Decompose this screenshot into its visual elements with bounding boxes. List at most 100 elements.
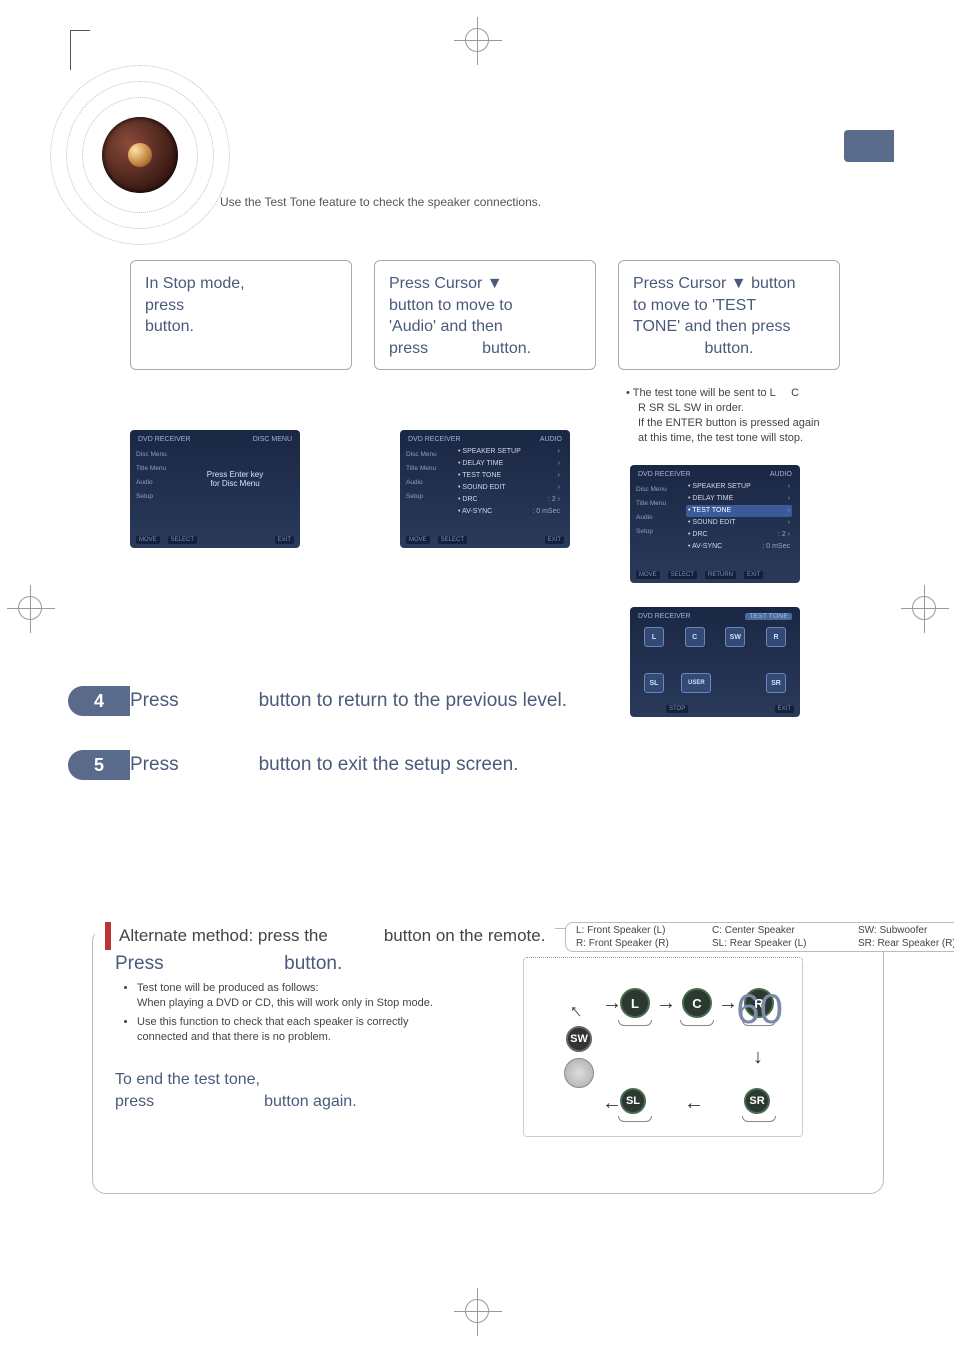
diagram-C: C	[682, 988, 712, 1018]
test-tone-note: • The test tone will be sent to L C R SR…	[626, 386, 872, 445]
osd1-side-0: Disc Menu	[136, 448, 178, 462]
diagram-SL: SL	[620, 1088, 646, 1114]
test-tone-bullets: Test tone will be produced as follows: Wh…	[123, 981, 443, 1048]
osd2-f0: MOVE	[406, 536, 430, 544]
osd1-f1: SELECT	[168, 536, 197, 544]
legend-c: C: Center Speaker	[712, 925, 852, 936]
osd3-f3: EXIT	[744, 571, 763, 579]
osd1-side-2: Audio	[136, 476, 178, 490]
osd1-side-3: Setup	[136, 490, 178, 504]
osd-audio-menu: DVD RECEIVER AUDIO Disc Menu Title Menu A…	[400, 430, 570, 548]
press-test-tone: Press button.	[115, 953, 342, 975]
spk-sr-icon: SR	[766, 673, 786, 693]
osd2-side-3: Setup	[406, 490, 448, 504]
osd2-f2: EXIT	[545, 536, 564, 544]
osd1-msg2: for Disc Menu	[190, 479, 280, 488]
diagram-L: L	[620, 988, 650, 1018]
osd3-side-0: Disc Menu	[636, 483, 678, 497]
osd4-title-r: TEST TONE	[745, 613, 792, 620]
step2-line3: 'Audio' and then	[389, 316, 581, 338]
osd3-f2: RETURN	[705, 571, 736, 579]
osd3-f0: MOVE	[636, 571, 660, 579]
osd1-title-r: DISC MENU	[253, 436, 292, 443]
osd3-f1: SELECT	[668, 571, 697, 579]
osd-audio-menu-highlighted: DVD RECEIVER AUDIO Disc Menu Title Menu A…	[630, 465, 800, 583]
osd2-title-l: DVD RECEIVER	[408, 436, 461, 443]
legend-sr: SR: Rear Speaker (R)	[858, 938, 954, 949]
legend-sw: SW: Subwoofer	[858, 925, 954, 936]
alt-accent-bar	[105, 922, 111, 950]
intro-text: Use the Test Tone feature to check the s…	[220, 195, 541, 209]
line5-a: Press	[130, 754, 179, 775]
step2-line2: button to move to	[389, 295, 581, 317]
osd2-side-2: Audio	[406, 476, 448, 490]
step-4-number: 4	[68, 686, 130, 716]
osd3-side-3: Setup	[636, 525, 678, 539]
legend-l: L: Front Speaker (L)	[576, 925, 706, 936]
step3-line3: TONE' and then press	[633, 316, 825, 338]
osd-test-tone: DVD RECEIVERTEST TONE L C SW R SL USER S…	[630, 607, 800, 717]
step2-line1: Press Cursor	[389, 275, 487, 292]
end-test-tone: To end the test tone, pressbutton again.	[115, 1069, 357, 1114]
alternate-method-panel: Alternate method: press the button on the…	[92, 928, 884, 1194]
line5-b: button to exit the setup screen.	[259, 754, 519, 775]
speaker-legend: L: Front Speaker (L) C: Center Speaker S…	[565, 922, 954, 952]
osd1-f0: MOVE	[136, 536, 160, 544]
section-tab	[844, 130, 894, 162]
step1-line2: press	[145, 295, 337, 317]
cursor-down-icon: ▼	[487, 273, 503, 295]
bullet-2: Use this function to check that each spe…	[137, 1015, 443, 1045]
osd4-title-l: DVD RECEIVER	[638, 613, 691, 620]
osd3-side-2: Audio	[636, 511, 678, 525]
note-l4: at this time, the test tone will stop.	[626, 431, 872, 446]
step2-line4b: button.	[482, 340, 531, 357]
cursor-down-icon: ▼	[731, 273, 747, 295]
osd3-side-1: Title Menu	[636, 497, 678, 511]
alt-a: Alternate method: press the	[119, 926, 328, 945]
alt-b: button on the remote.	[384, 926, 546, 945]
diagram-SR: SR	[744, 1088, 770, 1114]
spk-l-icon: L	[644, 627, 664, 647]
step1-line1: In Stop mode,	[145, 273, 337, 295]
spk-c-icon: C	[685, 627, 705, 647]
note-l3: If the ENTER button is pressed again	[626, 416, 872, 431]
step1-line3: button.	[145, 316, 337, 338]
osd-disc-menu: DVD RECEIVERDISC MENU Disc Menu Title Me…	[130, 430, 300, 548]
line4-b: button to return to the previous level.	[259, 690, 567, 711]
note-l1a: The test tone will be sent to L	[633, 387, 776, 399]
note-l2: R SR SL SW in order.	[638, 402, 744, 414]
pressTT-b: button.	[284, 953, 342, 974]
osd2-title-r: AUDIO	[540, 436, 562, 443]
step3-line2: to move to 'TEST	[633, 295, 825, 317]
step-5-text: Press button to exit the setup screen.	[130, 754, 610, 776]
osd3-title-r: AUDIO	[770, 471, 792, 478]
step3-line4: button.	[705, 340, 754, 357]
step-4-text: Pressbutton to return to the previous le…	[130, 690, 610, 712]
osd3-title-l: DVD RECEIVER	[638, 471, 691, 478]
legend-r: R: Front Speaker (R)	[576, 938, 706, 949]
step-1: In Stop mode, press button.	[130, 260, 352, 370]
legend-sl: SL: Rear Speaker (L)	[712, 938, 852, 949]
bullet-1: Test tone will be produced as follows:	[137, 982, 319, 994]
osd2-side-1: Title Menu	[406, 462, 448, 476]
step3-line1a: Press Cursor	[633, 275, 731, 292]
osd2-f1: SELECT	[438, 536, 467, 544]
step2-line4a: press	[389, 340, 428, 357]
page-number: 60	[736, 985, 783, 1033]
speaker-decoration	[50, 65, 230, 245]
endTT-l2a: press	[115, 1093, 154, 1110]
osd1-f2: EXIT	[275, 536, 294, 544]
spk-r-icon: R	[766, 627, 786, 647]
osd1-title-l: DVD RECEIVER	[138, 436, 191, 443]
speaker-flow-diagram: L C R SW SL SR → → → ↓ ← ← ↑	[523, 957, 803, 1137]
note-l1b: C	[791, 387, 799, 399]
diagram-SW: SW	[566, 1026, 592, 1052]
bullet-1a: When playing a DVD or CD, this will work…	[137, 997, 433, 1009]
remote-icon	[564, 1058, 594, 1088]
spk-sl-icon: SL	[644, 673, 664, 693]
osd4-f1: EXIT	[775, 705, 794, 713]
osd2-side-0: Disc Menu	[406, 448, 448, 462]
step-3: Press Cursor ▼ button to move to 'TEST T…	[618, 260, 840, 370]
pressTT-a: Press	[115, 953, 164, 974]
osd1-msg1: Press Enter key	[190, 470, 280, 479]
